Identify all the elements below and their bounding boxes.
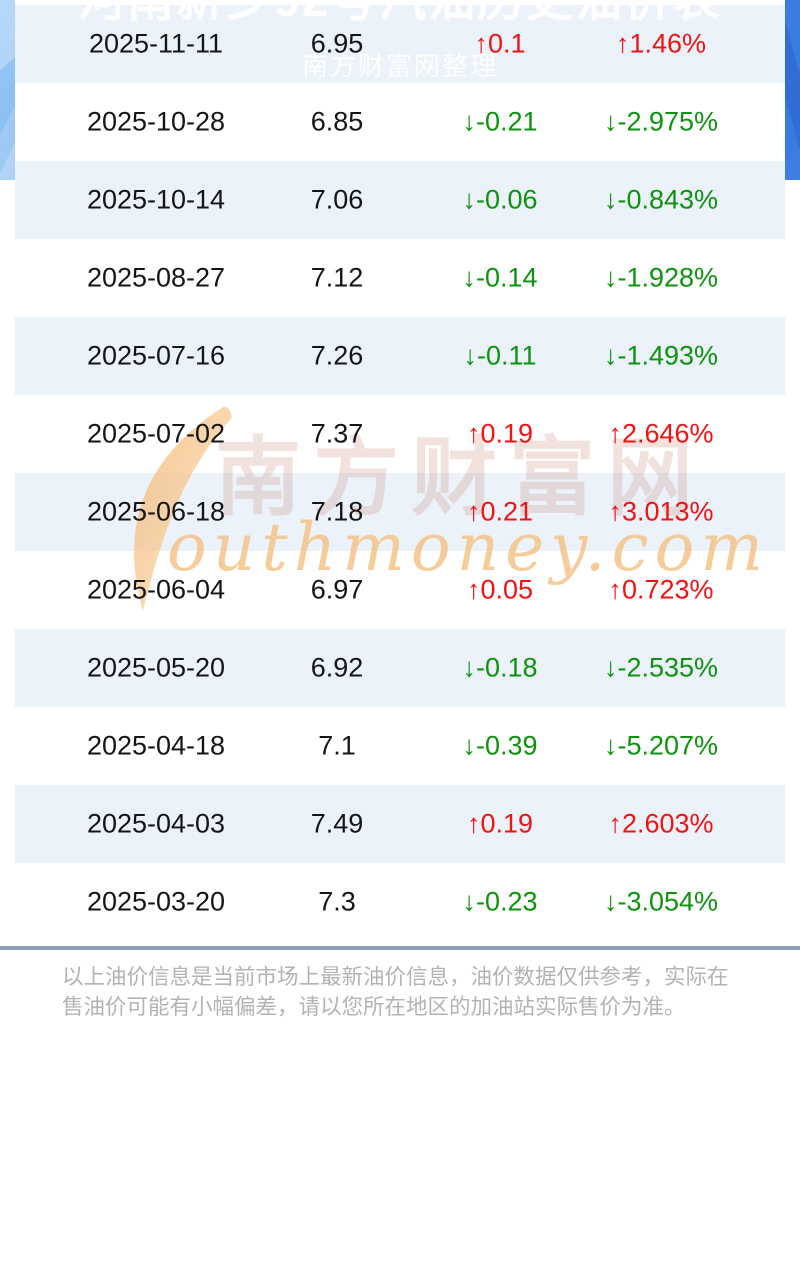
cell-adjust-amount: ↓-0.14 [462, 262, 538, 293]
cell-adjust-date: 2025-06-18 [86, 496, 226, 527]
cell-adjusted-price: 7.18 [310, 496, 364, 527]
cell-adjust-amount: ↓-0.06 [462, 184, 538, 215]
cell-adjusted-price: 7.49 [310, 808, 364, 839]
cell-adjusted-price: 6.97 [310, 574, 364, 605]
cell-adjusted-price: 6.95 [310, 28, 364, 59]
cell-adjust-date: 2025-08-27 [86, 262, 226, 293]
cell-adjust-amount: ↓-0.23 [462, 886, 538, 917]
cell-adjust-amount: ↑0.19 [466, 808, 534, 839]
cell-adjust-range: ↓-1.928% [603, 262, 719, 293]
cell-adjust-range: ↑2.603% [608, 808, 714, 839]
cell-adjust-date: 2025-10-14 [86, 184, 226, 215]
cell-adjust-amount: ↑0.1 [474, 28, 526, 59]
table-row: 2025-03-20 7.3 ↓-0.23 ↓-3.054% [15, 863, 785, 941]
table-row: 2025-07-16 7.26 ↓-0.11 ↓-1.493% [15, 317, 785, 395]
cell-adjust-amount: ↓-0.21 [462, 106, 538, 137]
cell-adjust-range: ↑0.723% [608, 574, 714, 605]
cell-adjusted-price: 7.06 [310, 184, 364, 215]
cell-adjust-amount: ↓-0.11 [463, 340, 537, 371]
table-row: 2025-05-20 6.92 ↓-0.18 ↓-2.535% [15, 629, 785, 707]
cell-adjust-date: 2025-06-04 [86, 574, 226, 605]
price-table-card: 调整时间 调整后价格 调整额度 调整幅度 南方财富网 outhmo [15, 0, 785, 941]
table-row: 2025-04-03 7.49 ↑0.19 ↑2.603% [15, 785, 785, 863]
cell-adjust-date: 2025-03-20 [86, 886, 226, 917]
cell-adjust-range: ↓-1.493% [603, 340, 719, 371]
cell-adjusted-price: 7.1 [318, 730, 356, 761]
cell-adjust-range: ↑2.646% [608, 418, 714, 449]
page: 河南新乡92号汽油历史油价表 南方财富网整理 调整时间 调整后价格 调整额度 调… [0, 0, 800, 1019]
cell-adjust-range: ↓-5.207% [603, 730, 719, 761]
cell-adjusted-price: 7.3 [318, 886, 356, 917]
cell-adjusted-price: 6.92 [310, 652, 364, 683]
cell-adjust-date: 2025-05-20 [86, 652, 226, 683]
page-subtitle: 南方财富网整理 [301, 51, 498, 81]
cell-adjust-range: ↓-0.843% [603, 184, 719, 215]
table-row: 2025-07-02 7.37 ↑0.19 ↑2.646% [15, 395, 785, 473]
cell-adjust-date: 2025-07-16 [86, 340, 226, 371]
table-row: 2025-11-11 6.95 ↑0.1 ↑1.46% [15, 5, 785, 83]
cell-adjust-range: ↓-2.535% [603, 652, 719, 683]
table-row: 2025-06-18 7.18 ↑0.21 ↑3.013% [15, 473, 785, 551]
cell-adjusted-price: 7.37 [310, 418, 364, 449]
cell-adjust-range: ↑3.013% [608, 496, 714, 527]
cell-adjust-amount: ↑0.19 [466, 418, 534, 449]
page-title: 河南新乡92号汽油历史油价表 [0, 0, 800, 30]
cell-adjusted-price: 6.85 [310, 106, 364, 137]
cell-adjust-date: 2025-04-18 [86, 730, 226, 761]
cell-adjust-date: 2025-10-28 [86, 106, 226, 137]
footer-divider [0, 946, 800, 950]
disclaimer-text: 以上油价信息是当前市场上最新油价信息，油价数据仅供参考，实际在售油价可能有小幅偏… [62, 965, 729, 1019]
table-row: 2025-10-14 7.06 ↓-0.06 ↓-0.843% [15, 161, 785, 239]
table-body: 南方财富网 outhmoney.com 2025-11-11 6.95 ↑0.1… [15, 5, 785, 941]
cell-adjusted-price: 7.12 [310, 262, 364, 293]
cell-adjusted-price: 7.26 [310, 340, 364, 371]
cell-adjust-amount: ↑0.05 [466, 574, 534, 605]
cell-adjust-range: ↓-2.975% [603, 106, 719, 137]
table-row: 2025-06-04 6.97 ↑0.05 ↑0.723% [15, 551, 785, 629]
table-row: 2025-08-27 7.12 ↓-0.14 ↓-1.928% [15, 239, 785, 317]
cell-adjust-amount: ↓-0.18 [462, 652, 538, 683]
cell-adjust-amount: ↓-0.39 [462, 730, 538, 761]
cell-adjust-amount: ↑0.21 [466, 496, 534, 527]
table-rows: 2025-11-11 6.95 ↑0.1 ↑1.46% 2025-10-28 6… [15, 5, 785, 941]
table-row: 2025-10-28 6.85 ↓-0.21 ↓-2.975% [15, 83, 785, 161]
cell-adjust-range: ↑1.46% [615, 28, 707, 59]
cell-adjust-date: 2025-07-02 [86, 418, 226, 449]
cell-adjust-range: ↓-3.054% [603, 886, 719, 917]
cell-adjust-date: 2025-04-03 [86, 808, 226, 839]
table-row: 2025-04-18 7.1 ↓-0.39 ↓-5.207% [15, 707, 785, 785]
cell-adjust-date: 2025-11-11 [88, 28, 224, 59]
